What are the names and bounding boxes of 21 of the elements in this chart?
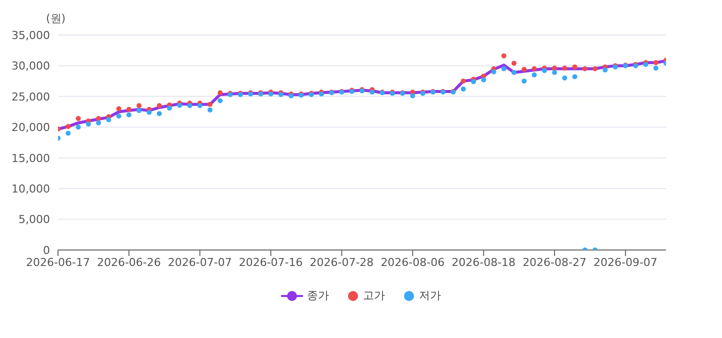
x-tick-label: 2026-08-18 — [452, 256, 516, 269]
x-tick-label: 2026-09-07 — [594, 256, 658, 269]
y-tick-label: 10,000 — [12, 182, 50, 196]
x-tick-label: 2026-07-07 — [168, 256, 232, 269]
legend-label: 고가 — [363, 288, 385, 303]
x-tick-label: 2026-07-16 — [238, 256, 303, 269]
legend-label: 저가 — [419, 288, 441, 303]
y-axis-title: (원) — [46, 11, 66, 26]
y-tick-label: 15,000 — [12, 152, 50, 165]
y-tick-label: 5,000 — [18, 213, 50, 226]
x-tick-label: 2026-06-26 — [96, 256, 161, 269]
legend-label: 종가 — [307, 288, 329, 303]
y-tick-label: 0 — [43, 244, 50, 257]
x-tick-label: 2026-08-27 — [522, 256, 586, 269]
y-tick-label: 35,000 — [12, 28, 50, 42]
y-tick-label: 20,000 — [12, 121, 50, 134]
x-tick-label: 2026-08-06 — [380, 256, 445, 269]
x-tick-label: 2026-06-17 — [26, 256, 90, 269]
y-tick-label: 30,000 — [12, 60, 50, 73]
x-tick-label: 2026-07-28 — [310, 256, 374, 269]
y-tick-label: 25,000 — [12, 90, 50, 104]
